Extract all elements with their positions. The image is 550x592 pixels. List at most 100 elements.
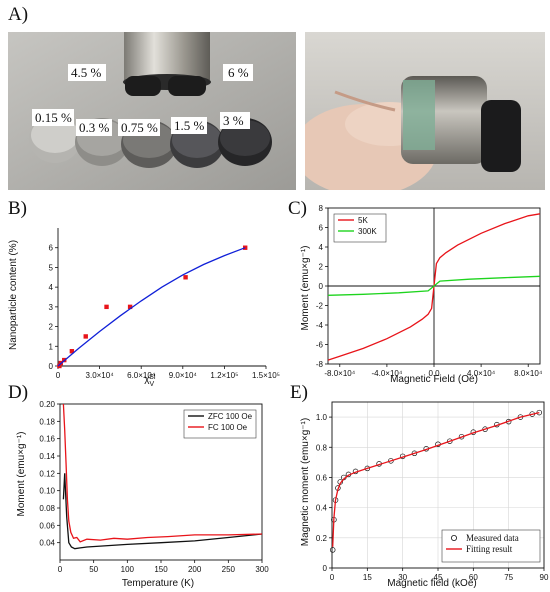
chart-c-ytick-label-1: -6 bbox=[316, 341, 324, 350]
chart-d-legend bbox=[183, 409, 257, 439]
chart-d-legend-label-1: FC 100 Oe bbox=[208, 423, 248, 432]
chart-d-ytick-label-8: 0.20 bbox=[39, 400, 55, 409]
chart-b-xtick-label-3: 9.0×10⁴ bbox=[169, 371, 198, 380]
chart-e-legend bbox=[441, 529, 541, 563]
chart-d-xtick-label-3: 150 bbox=[154, 565, 168, 574]
chart-c-ytick-label-7: 6 bbox=[319, 224, 324, 233]
chart-c-ytick-label-6: 4 bbox=[319, 243, 324, 252]
chart-c-legend bbox=[333, 213, 387, 243]
chart-c-ytick-label-8: 8 bbox=[319, 204, 324, 213]
chart-b-ylabel: Nanoparticle content (%) bbox=[8, 240, 19, 350]
chart-d-ytick-label-6: 0.16 bbox=[39, 435, 55, 444]
chart-e-point-0 bbox=[329, 547, 336, 553]
chart-b-point-4 bbox=[83, 334, 88, 339]
label-3-pct: 3 % bbox=[223, 113, 244, 128]
chart-c-xtick-label-1: -4.0×10⁴ bbox=[371, 369, 402, 378]
photo-samples: 4.5 % 6 % 0.15 % 0.3 % 0.75 % 1.5 % 3 % bbox=[8, 32, 296, 190]
chart-e-point-12 bbox=[411, 450, 418, 457]
chart-b-ytick-label-1: 1 bbox=[49, 342, 54, 351]
chart-d-xtick-label-4: 200 bbox=[188, 565, 202, 574]
chart-e-xtick-label-4: 60 bbox=[469, 573, 478, 582]
chart-e-point-8 bbox=[364, 465, 371, 472]
chart-b-xtick-label-1: 3.0×10⁴ bbox=[86, 371, 115, 380]
chart-d-ytick-label-0: 0.04 bbox=[39, 539, 55, 548]
chart-b-point-3 bbox=[69, 349, 75, 354]
chart-b-point-6 bbox=[127, 304, 133, 310]
chart-c-legend-label-1: 300K bbox=[358, 227, 377, 236]
chart-c-xlabel: Magnetic Field (Oe) bbox=[390, 374, 478, 385]
chart-c-ytick-label-3: -2 bbox=[316, 302, 324, 311]
chart-e-ylabel: Magnetic moment (emu×g⁻¹) bbox=[300, 418, 311, 546]
chart-d-xtick-label-0: 0 bbox=[58, 565, 63, 574]
chart-e-ytick-label-4: 0.8 bbox=[316, 443, 328, 452]
chart-e-ytick-label-3: 0.6 bbox=[316, 473, 328, 482]
chart-b-xlabel: χVSI bbox=[144, 374, 156, 388]
chart-b-ytick-label-6: 6 bbox=[49, 244, 54, 253]
panel-label-d: D) bbox=[8, 382, 29, 403]
chart-d-ytick-label-2: 0.08 bbox=[39, 504, 55, 513]
chart-c-ytick-label-2: -4 bbox=[316, 321, 324, 330]
chart-e-point-18 bbox=[482, 426, 488, 432]
chart-c-ylabel: Moment (emu×g⁻¹) bbox=[300, 245, 311, 330]
chart-d-legend-label-0: ZFC 100 Oe bbox=[208, 412, 253, 421]
chart-e-point-15 bbox=[447, 438, 453, 444]
chart-e-series-fitting-result bbox=[332, 411, 540, 547]
chart-d-ytick-label-3: 0.10 bbox=[39, 487, 55, 496]
chart-e-legend-label-1: Fitting result bbox=[466, 544, 513, 554]
chart-e-xtick-label-0: 0 bbox=[330, 573, 335, 582]
chart-b-xtick-label-2: 6.0×10⁴ bbox=[127, 371, 156, 380]
chart-b-xtick-label-5: 1.5×10⁵ bbox=[252, 371, 280, 380]
panel-label-e: E) bbox=[290, 382, 308, 403]
chart-b-ytick-label-2: 2 bbox=[49, 323, 54, 332]
label-0-75-pct: 0.75 % bbox=[121, 120, 158, 135]
panel-label-a: A) bbox=[8, 4, 29, 25]
chart-d-xtick-label-6: 300 bbox=[255, 565, 269, 574]
chart-b-ytick-label-5: 5 bbox=[49, 263, 54, 272]
chart-e-legend-swatch-0 bbox=[450, 534, 457, 541]
chart-d-ylabel: Moment (emu×g⁻¹) bbox=[16, 431, 27, 516]
label-1-5-pct: 1.5 % bbox=[174, 118, 205, 133]
panel-label-b: B) bbox=[8, 198, 27, 219]
chart-b-point-0 bbox=[57, 363, 62, 369]
chart-d-ytick-label-4: 0.12 bbox=[39, 469, 55, 478]
chart-e-xtick-label-6: 90 bbox=[540, 573, 549, 582]
photo-hand-magnet bbox=[305, 32, 545, 190]
chart-e-xtick-label-1: 15 bbox=[363, 573, 372, 582]
chart-d-xtick-label-2: 100 bbox=[121, 565, 135, 574]
chart-e-ytick-label-5: 1.0 bbox=[316, 413, 328, 422]
chart-zfc-fc: Moment (emu×g⁻¹) Temperature (K) 0 50 100 1… bbox=[16, 400, 269, 589]
label-0-15-pct: 0.15 % bbox=[35, 110, 72, 125]
chart-b-xtick-label-4: 1.2×10⁵ bbox=[210, 371, 238, 380]
chart-e-ytick-label-1: 0.2 bbox=[316, 534, 328, 543]
chart-d-series-zfc-100-oe bbox=[62, 473, 263, 550]
chart-hysteresis-loops: Moment (emu×g⁻¹) Magnetic Field (Oe) -8.… bbox=[300, 204, 543, 385]
label-0-3-pct: 0.3 % bbox=[79, 120, 110, 135]
chart-c-xtick-label-2: 0.0 bbox=[428, 369, 440, 378]
chart-e-xtick-label-3: 45 bbox=[434, 573, 443, 582]
chart-c-ytick-label-4: 0 bbox=[319, 282, 324, 291]
chart-d-ytick-label-5: 0.14 bbox=[39, 452, 55, 461]
chart-b-xtick-label-0: 0 bbox=[56, 371, 61, 380]
chart-e-xlabel: Magnetic field (kOe) bbox=[387, 578, 476, 589]
chart-b-ytick-label-4: 4 bbox=[49, 283, 54, 292]
chart-nanoparticle-vs-susceptibility: Nanoparticle content (%) χVSI 0 3.0×10⁴ 6.… bbox=[8, 228, 280, 388]
chart-d-xlabel: Temperature (K) bbox=[122, 578, 194, 589]
chart-c-series-300k bbox=[327, 275, 541, 296]
chart-c-ytick-label-0: -8 bbox=[316, 360, 324, 369]
chart-b-ytick-label-0: 0 bbox=[49, 362, 54, 371]
panel-label-c: C) bbox=[288, 198, 307, 219]
chart-b-point-5 bbox=[104, 304, 109, 310]
chart-d-ytick-label-7: 0.18 bbox=[39, 417, 55, 426]
chart-e-ytick-label-0: 0 bbox=[323, 564, 328, 573]
chart-magnetization-fit: Magnetic moment (emu×g⁻¹) Magnetic field… bbox=[300, 401, 549, 589]
chart-c-ytick-label-5: 2 bbox=[319, 263, 324, 272]
chart-c-legend-label-0: 5K bbox=[358, 216, 368, 225]
label-6-pct: 6 % bbox=[228, 65, 249, 80]
chart-b-ytick-label-3: 3 bbox=[49, 303, 54, 312]
label-4-5-pct: 4.5 % bbox=[71, 65, 102, 80]
chart-b-point-7 bbox=[183, 275, 188, 280]
chart-c-xtick-label-0: -8.0×10⁴ bbox=[324, 369, 355, 378]
chart-d-xtick-label-1: 50 bbox=[89, 565, 98, 574]
chart-b-series-fit-1 bbox=[57, 247, 246, 367]
chart-e-xtick-label-2: 30 bbox=[398, 573, 407, 582]
